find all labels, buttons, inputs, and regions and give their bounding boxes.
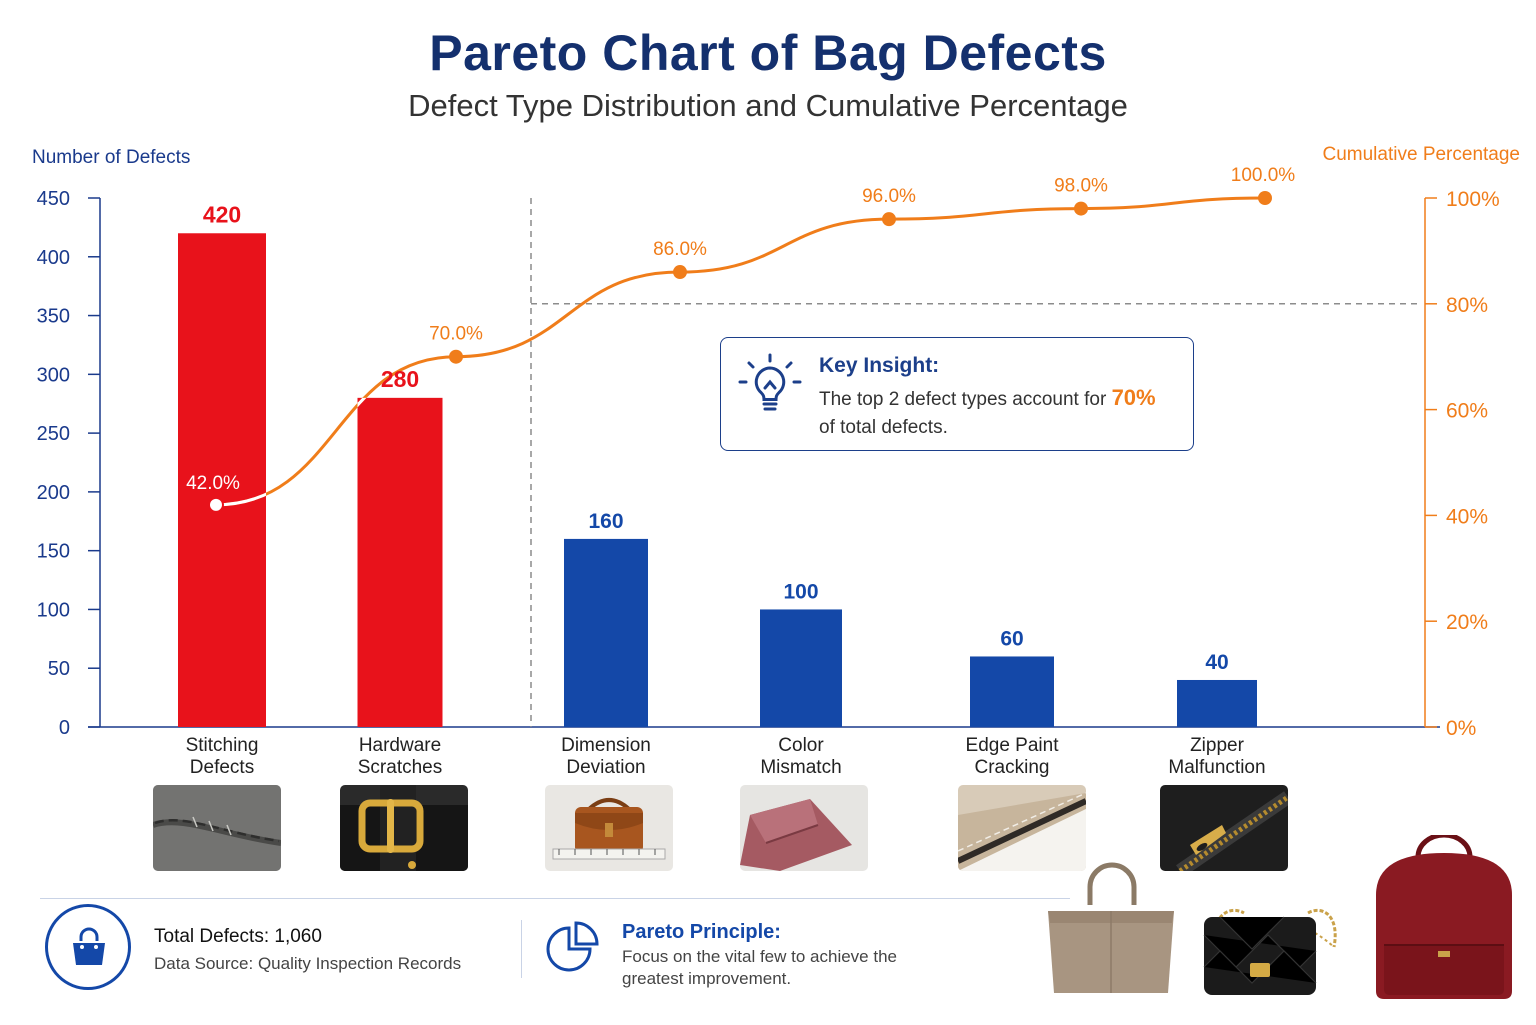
- category-label: Dimension: [561, 735, 651, 756]
- pareto-principle-text: Focus on the vital few to achieve the gr…: [622, 947, 897, 988]
- total-defects: Total Defects: 1,060: [154, 926, 322, 948]
- right-tick-label: 0%: [1446, 717, 1476, 740]
- left-axis-title: Number of Defects: [32, 147, 190, 168]
- dimension-deviation-thumbnail: [545, 785, 673, 871]
- pareto-principle-title: Pareto Principle:: [622, 921, 781, 943]
- cumulative-point: [449, 349, 463, 364]
- backpack-image: [1376, 832, 1512, 999]
- cumulative-point-label: 100.0%: [1231, 165, 1296, 186]
- category-label: Deviation: [566, 757, 645, 778]
- cumulative-point: [673, 265, 687, 280]
- handbag-icon: [45, 904, 131, 990]
- category-label: Cracking: [975, 757, 1050, 778]
- insight-text: The top 2 defect types account for 70% of…: [819, 384, 1189, 442]
- left-tick-label: 100: [37, 599, 70, 621]
- stitching-defect-thumbnail: [153, 785, 281, 871]
- cumulative-point: [1074, 201, 1088, 216]
- category-label: Hardware: [359, 735, 441, 756]
- bar-4: [760, 609, 842, 727]
- left-tick-label: 300: [37, 364, 70, 386]
- insight-text-before: The top 2 defect types account for: [819, 389, 1112, 410]
- cumulative-point-label: 70.0%: [429, 324, 483, 345]
- bar-2: [357, 397, 443, 727]
- right-axis-title: Cumulative Percentage: [1323, 144, 1521, 165]
- footer-separator: [521, 920, 522, 978]
- cumulative-point: [1258, 191, 1272, 205]
- bar-6: [1177, 679, 1257, 727]
- lightbulb-icon: [735, 352, 805, 427]
- chart-title: Pareto Chart of Bag Defects: [429, 25, 1107, 81]
- insight-text-after: of total defects.: [819, 417, 948, 438]
- right-tick-label: 20%: [1446, 611, 1488, 634]
- cumulative-point-label: 42.0%: [186, 473, 240, 494]
- category-label: Defects: [190, 757, 254, 778]
- hardware-scratch-thumbnail: [340, 785, 468, 871]
- pie-chart-icon: [545, 920, 601, 981]
- left-tick-label: 400: [37, 247, 70, 269]
- bar-value-label: 420: [203, 201, 241, 227]
- category-label: Scratches: [358, 757, 442, 778]
- left-tick-label: 50: [48, 658, 70, 680]
- left-tick-label: 450: [37, 188, 70, 210]
- left-tick-label: 200: [37, 482, 70, 504]
- bar-value-label: 100: [783, 580, 818, 603]
- right-tick-label: 80%: [1446, 294, 1488, 317]
- category-label: Stitching: [186, 735, 259, 756]
- cumulative-point-label: 86.0%: [653, 239, 707, 260]
- right-tick-label: 40%: [1446, 505, 1488, 528]
- chart-subtitle: Defect Type Distribution and Cumulative …: [408, 88, 1128, 123]
- color-mismatch-thumbnail: [740, 785, 868, 871]
- right-tick-label: 60%: [1446, 400, 1488, 423]
- category-label: Edge Paint: [966, 735, 1060, 756]
- zipper-malfunction-thumbnail: [1160, 785, 1288, 871]
- category-label: Mismatch: [760, 757, 841, 778]
- total-defects-value: 1,060: [274, 926, 322, 947]
- bar-3: [564, 538, 648, 727]
- cumulative-point: [882, 212, 896, 227]
- chain-bag-image: [1203, 908, 1337, 995]
- cumulative-point: [208, 496, 224, 513]
- cumulative-point-label: 98.0%: [1054, 176, 1108, 197]
- category-label: Malfunction: [1168, 757, 1265, 778]
- data-source: Data Source: Quality Inspection Records: [154, 954, 462, 973]
- cumulative-point-label: 96.0%: [862, 186, 916, 207]
- bar-value-label: 160: [588, 510, 623, 533]
- bar-value-label: 280: [381, 366, 419, 392]
- tote-bag-image: [1048, 862, 1174, 993]
- left-tick-label: 250: [37, 423, 70, 445]
- left-tick-label: 350: [37, 306, 70, 328]
- edge-paint-cracking-thumbnail: [958, 785, 1086, 871]
- pareto-chart: 0 50 100 150 200 250 300 350 400 450 0% 20% 40% 60% 80…: [32, 144, 1521, 778]
- bag-illustrations: [1040, 832, 1530, 1025]
- insight-highlight: 70%: [1111, 385, 1156, 410]
- left-tick-label: 0: [59, 717, 70, 739]
- category-label: Color: [778, 735, 824, 756]
- total-defects-label: Total Defects:: [154, 926, 270, 947]
- category-label: Zipper: [1190, 735, 1245, 756]
- insight-title: Key Insight:: [819, 354, 940, 377]
- bar-5: [970, 656, 1054, 727]
- bar-value-label: 60: [1000, 627, 1023, 650]
- right-tick-label: 100%: [1446, 188, 1500, 211]
- bar-value-label: 40: [1205, 651, 1228, 674]
- left-tick-label: 150: [37, 541, 70, 563]
- key-insight-box: Key Insight: The top 2 defect types acco…: [720, 337, 1194, 451]
- bar-1: [178, 233, 266, 727]
- footer-divider: [40, 898, 1070, 899]
